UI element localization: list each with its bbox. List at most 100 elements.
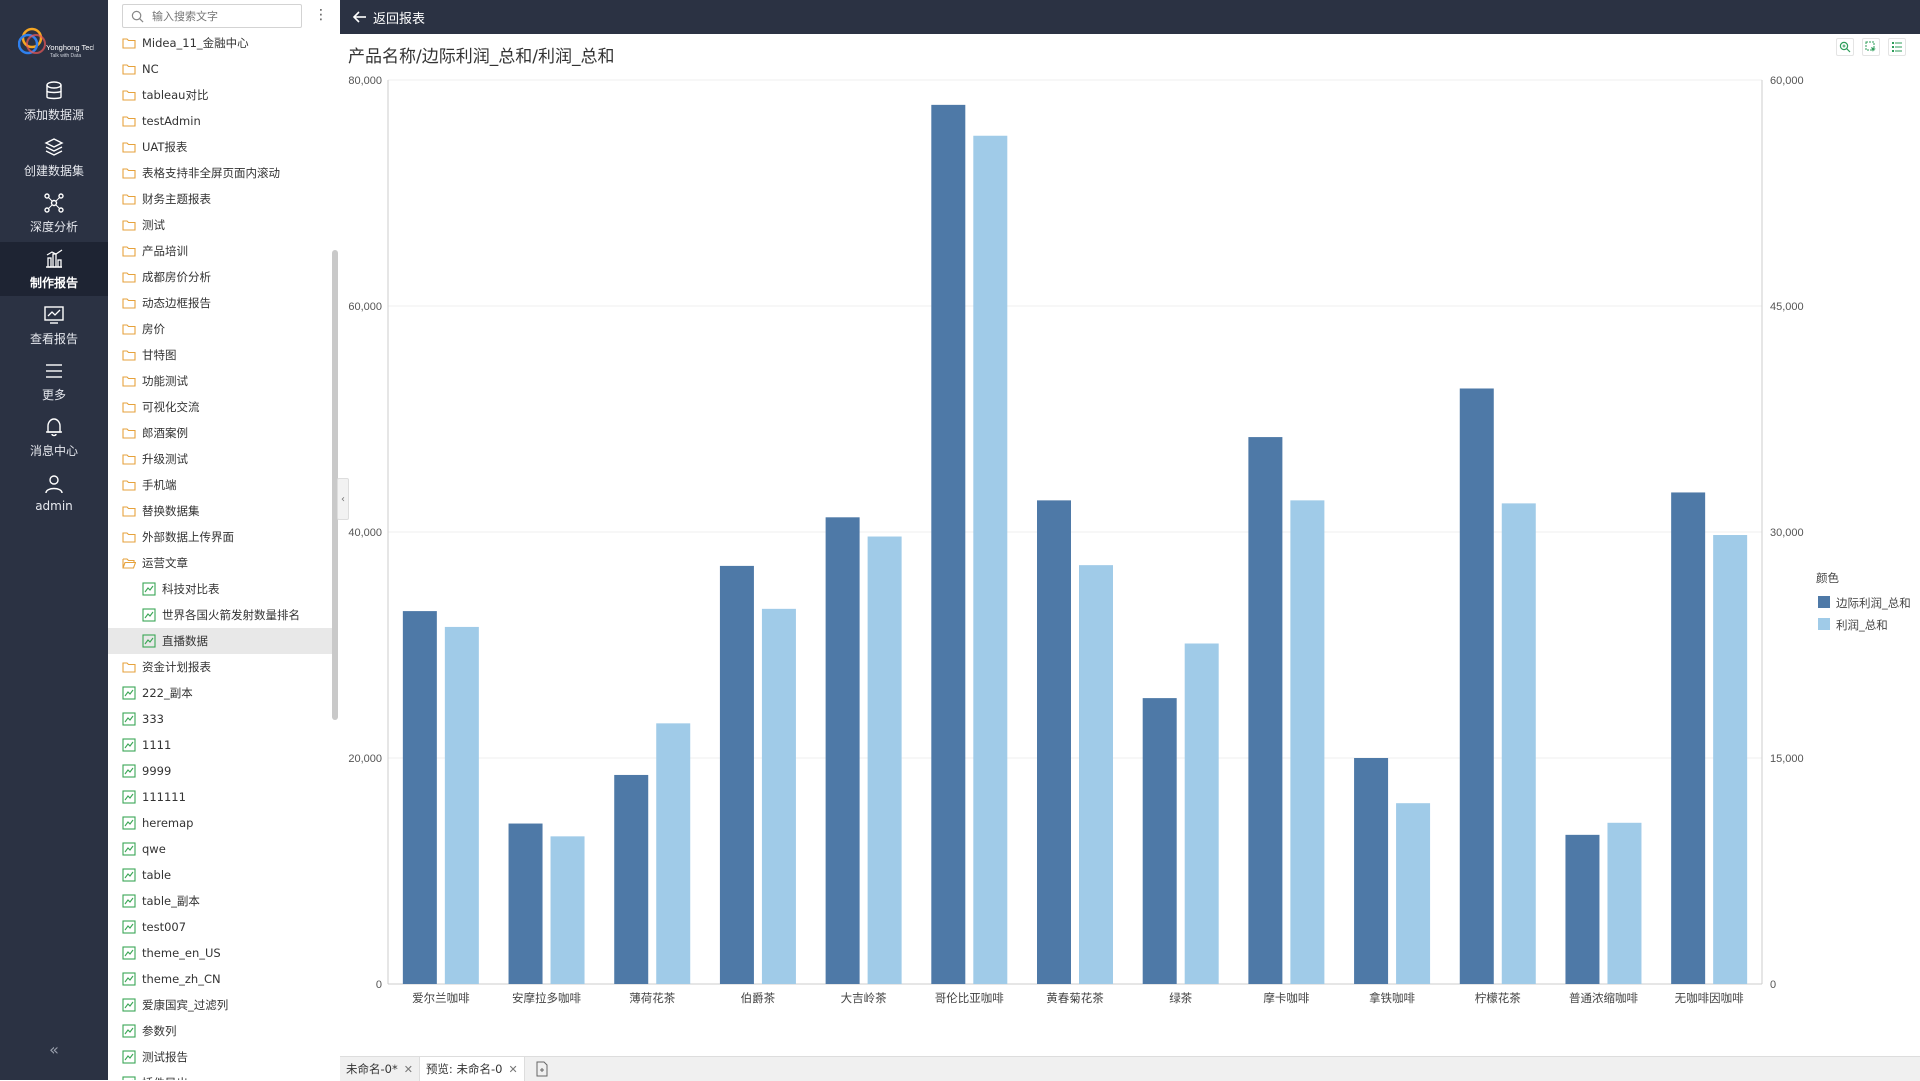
tree-report-item[interactable]: 222_副本: [108, 680, 332, 706]
bar[interactable]: [550, 836, 585, 984]
tree-folder-item[interactable]: UAT报表: [108, 134, 332, 160]
bar[interactable]: [444, 626, 479, 984]
bar[interactable]: [1184, 643, 1219, 984]
tree-folder-item[interactable]: Midea_11_金融中心: [108, 30, 332, 56]
tree-folder-item[interactable]: 动态边框报告: [108, 290, 332, 316]
nav-item-1[interactable]: 创建数据集: [0, 130, 108, 184]
bar[interactable]: [1713, 535, 1748, 984]
bar[interactable]: [761, 608, 796, 984]
bar[interactable]: [1354, 758, 1389, 984]
tree-report-item[interactable]: 科技对比表: [108, 576, 332, 602]
bar[interactable]: [825, 517, 860, 984]
tree-folder-item[interactable]: 运营文章: [108, 550, 332, 576]
tree-scrollbar[interactable]: [332, 250, 338, 720]
nav-item-3[interactable]: 制作报告: [0, 242, 108, 296]
tree-report-item[interactable]: 测试报告: [108, 1044, 332, 1070]
tree-folder-item[interactable]: tableau对比: [108, 82, 332, 108]
bar[interactable]: [402, 611, 437, 984]
bar[interactable]: [1142, 698, 1177, 984]
select-icon[interactable]: [1862, 38, 1880, 56]
collapse-nav-icon[interactable]: «: [49, 1040, 59, 1059]
zoom-in-icon[interactable]: [1836, 38, 1854, 56]
tree-report-item[interactable]: heremap: [108, 810, 332, 836]
tree-folder-item[interactable]: 替换数据集: [108, 498, 332, 524]
tree-report-item[interactable]: 直播数据: [108, 628, 332, 654]
report-icon: [122, 1076, 136, 1080]
bar[interactable]: [508, 823, 543, 984]
bar[interactable]: [1079, 565, 1113, 984]
tree-folder-item[interactable]: 产品培训: [108, 238, 332, 264]
nav-item-4[interactable]: 查看报告: [0, 298, 108, 352]
tree-folder-item[interactable]: 功能测试: [108, 368, 332, 394]
legend-entry[interactable]: 边际利润_总和: [1836, 596, 1911, 610]
tree-report-item[interactable]: 111111: [108, 784, 332, 810]
tree-search-box[interactable]: [122, 4, 302, 28]
tab-editor[interactable]: 未命名-0* ✕: [340, 1057, 420, 1081]
nav-item-6[interactable]: 消息中心: [0, 410, 108, 464]
bar[interactable]: [973, 135, 1008, 984]
tree-report-item[interactable]: 世界各国火箭发射数量排名: [108, 602, 332, 628]
more-vertical-icon[interactable]: ⋮: [314, 7, 328, 23]
tree-report-item[interactable]: table_副本: [108, 888, 332, 914]
folder-icon: [122, 350, 136, 361]
bar[interactable]: [719, 565, 754, 984]
tab-preview[interactable]: 预览: 未命名-0 ✕: [419, 1057, 525, 1081]
tree-folder-item[interactable]: 房价: [108, 316, 332, 342]
tree-folder-item[interactable]: 升级测试: [108, 446, 332, 472]
back-to-reports-button[interactable]: 返回报表: [352, 8, 425, 27]
tree-folder-item[interactable]: 外部数据上传界面: [108, 524, 332, 550]
tree-report-item[interactable]: theme_en_US: [108, 940, 332, 966]
tree-folder-item[interactable]: testAdmin: [108, 108, 332, 134]
list-settings-icon[interactable]: [1888, 38, 1906, 56]
tree-report-item[interactable]: test007: [108, 914, 332, 940]
tree-folder-item[interactable]: 测试: [108, 212, 332, 238]
nav-item-5[interactable]: 更多: [0, 354, 108, 408]
tree-report-item[interactable]: 1111: [108, 732, 332, 758]
bar[interactable]: [1396, 803, 1431, 984]
tree-report-item[interactable]: 333: [108, 706, 332, 732]
bar[interactable]: [614, 774, 649, 984]
tree-report-item[interactable]: 参数列: [108, 1018, 332, 1044]
nav-item-2[interactable]: 深度分析: [0, 186, 108, 240]
tree-folder-item[interactable]: 资金计划报表: [108, 654, 332, 680]
close-icon[interactable]: ✕: [508, 1062, 518, 1076]
tree-folder-item[interactable]: 甘特图: [108, 342, 332, 368]
new-page-icon[interactable]: [535, 1061, 549, 1077]
bar[interactable]: [1248, 437, 1283, 985]
bar[interactable]: [1290, 500, 1325, 984]
tree-report-item[interactable]: qwe: [108, 836, 332, 862]
tree-report-item[interactable]: theme_zh_CN: [108, 966, 332, 992]
tree-folder-item[interactable]: 郎酒案例: [108, 420, 332, 446]
tree-item-label: 333: [142, 712, 164, 726]
bar[interactable]: [1671, 492, 1706, 984]
tree-item-label: 成都房价分析: [142, 270, 211, 284]
bar[interactable]: [1459, 388, 1494, 984]
tree-report-item[interactable]: 9999: [108, 758, 332, 784]
tree-folder-item[interactable]: 可视化交流: [108, 394, 332, 420]
bar[interactable]: [656, 723, 691, 984]
tree-report-item[interactable]: 插件导出: [108, 1070, 332, 1080]
bar[interactable]: [1037, 500, 1071, 984]
tree-folder-item[interactable]: NC: [108, 56, 332, 82]
tree-folder-item[interactable]: 财务主题报表: [108, 186, 332, 212]
tree-search-input[interactable]: [150, 8, 294, 24]
nav-item-0[interactable]: 添加数据源: [0, 74, 108, 128]
legend-entry[interactable]: 利润_总和: [1836, 618, 1888, 632]
bar[interactable]: [1607, 822, 1642, 984]
tree-report-item[interactable]: table: [108, 862, 332, 888]
tree-report-item[interactable]: 爱康国宾_过滤列: [108, 992, 332, 1018]
panel-collapse-handle[interactable]: ‹: [337, 478, 349, 520]
tree-folder-item[interactable]: 手机端: [108, 472, 332, 498]
x-tick-label: 伯爵茶: [741, 991, 776, 1005]
bar[interactable]: [1565, 834, 1600, 984]
bar[interactable]: [931, 104, 966, 985]
bar[interactable]: [867, 536, 902, 984]
bar[interactable]: [1501, 503, 1536, 984]
nav-item-7[interactable]: admin: [0, 466, 108, 520]
tree-folder-item[interactable]: 表格支持非全屏页面内滚动: [108, 160, 332, 186]
x-tick-label: 薄荷花茶: [629, 991, 675, 1005]
tree-folder-item[interactable]: 成都房价分析: [108, 264, 332, 290]
report-icon: [122, 712, 136, 726]
nav-item-label: admin: [35, 499, 73, 513]
close-icon[interactable]: ✕: [403, 1062, 413, 1076]
